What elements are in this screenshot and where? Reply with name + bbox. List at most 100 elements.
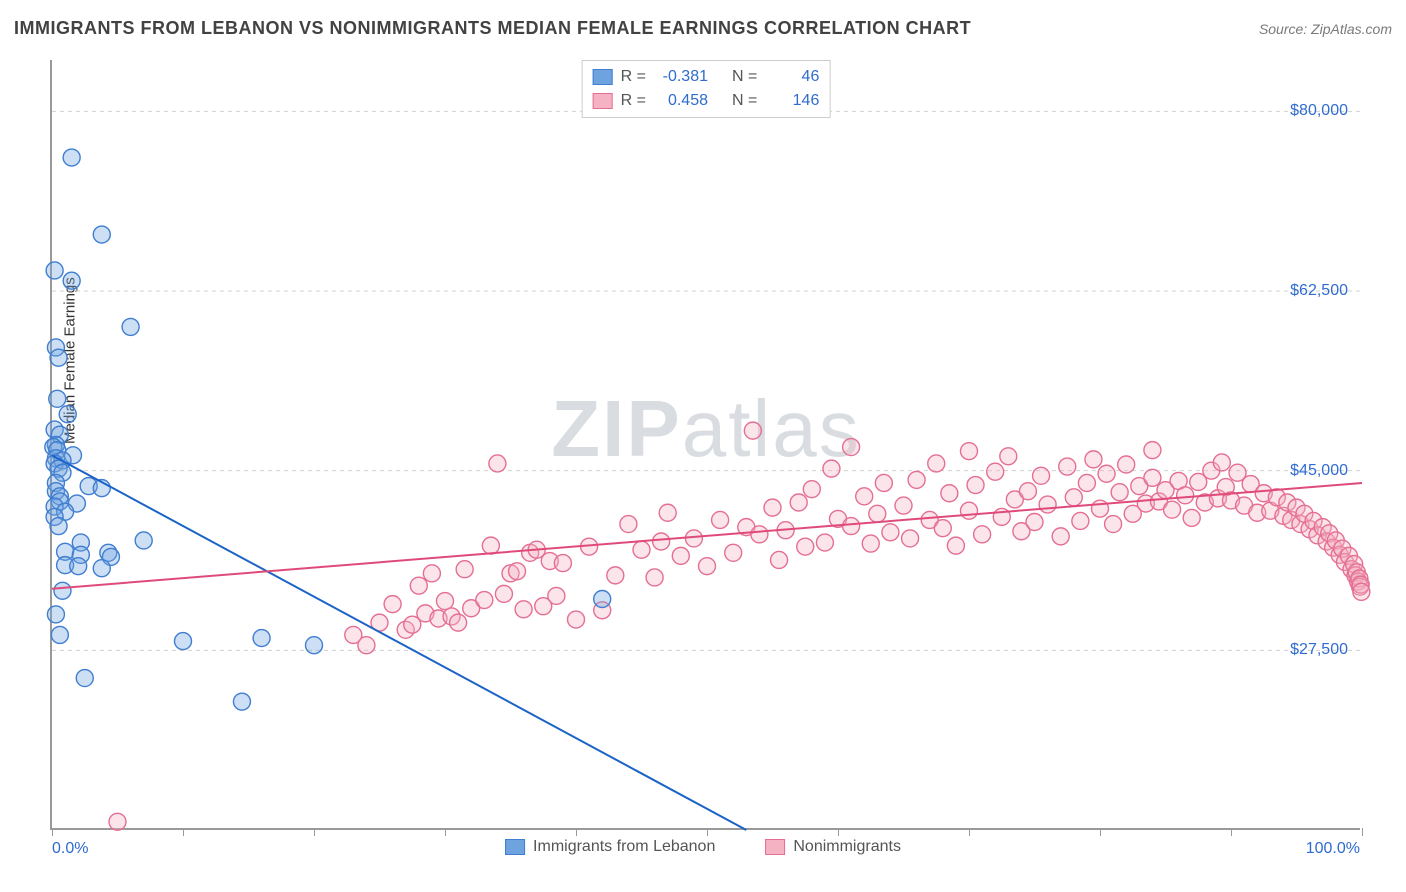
data-point: [93, 226, 110, 243]
data-point: [456, 561, 473, 578]
data-point: [941, 485, 958, 502]
data-point: [489, 455, 506, 472]
data-point: [50, 518, 67, 535]
bottom-legend: Immigrants from Lebanon Nonimmigrants: [505, 838, 901, 856]
data-point: [1164, 501, 1181, 518]
r-label: R =: [621, 65, 646, 89]
data-point: [423, 565, 440, 582]
y-tick-label: $62,500: [1290, 282, 1348, 300]
data-point: [1059, 458, 1076, 475]
data-point: [51, 626, 68, 643]
data-point: [495, 585, 512, 602]
r-label: R =: [621, 89, 646, 113]
data-point: [699, 558, 716, 575]
y-tick-label: $27,500: [1290, 641, 1348, 659]
data-point: [63, 149, 80, 166]
data-point: [967, 477, 984, 494]
data-point: [797, 538, 814, 555]
data-point: [1078, 474, 1095, 491]
data-point: [568, 611, 585, 628]
data-point: [1072, 512, 1089, 529]
data-point: [1085, 451, 1102, 468]
data-point: [1000, 448, 1017, 465]
data-point: [175, 633, 192, 650]
data-point: [594, 591, 611, 608]
data-point: [1177, 487, 1194, 504]
swatch-series-1: [593, 93, 613, 109]
data-point: [764, 499, 781, 516]
data-point: [862, 535, 879, 552]
data-point: [253, 630, 270, 647]
data-point: [607, 567, 624, 584]
x-tick-label: 0.0%: [52, 840, 88, 858]
data-point: [816, 534, 833, 551]
data-point: [1033, 467, 1050, 484]
data-point: [947, 537, 964, 554]
n-label: N =: [732, 65, 757, 89]
data-point: [1118, 456, 1135, 473]
data-point: [771, 551, 788, 568]
data-point: [482, 537, 499, 554]
data-point: [358, 637, 375, 654]
plot-area: Median Female Earnings ZIPatlas $27,500$…: [50, 60, 1360, 830]
data-point: [54, 582, 71, 599]
data-point: [46, 262, 63, 279]
data-point: [856, 488, 873, 505]
data-point: [1052, 528, 1069, 545]
data-point: [1144, 469, 1161, 486]
data-point: [1026, 514, 1043, 531]
data-point: [384, 596, 401, 613]
data-point: [410, 577, 427, 594]
data-point: [902, 530, 919, 547]
data-point: [659, 504, 676, 521]
data-point: [633, 541, 650, 558]
stats-row-series-0: R = -0.381 N = 46: [593, 65, 820, 89]
data-point: [515, 601, 532, 618]
x-tick-label: 100.0%: [1306, 840, 1360, 858]
data-point: [1111, 484, 1128, 501]
data-point: [961, 502, 978, 519]
data-point: [47, 606, 64, 623]
data-point: [1098, 465, 1115, 482]
data-point: [843, 518, 860, 535]
regression-line: [52, 455, 746, 830]
data-point: [672, 547, 689, 564]
n-value-0: 46: [765, 65, 819, 89]
data-point: [882, 524, 899, 541]
data-point: [233, 693, 250, 710]
data-point: [620, 516, 637, 533]
data-point: [76, 670, 93, 687]
r-value-1: 0.458: [654, 89, 708, 113]
y-tick-label: $80,000: [1290, 102, 1348, 120]
legend-item-1: Nonimmigrants: [765, 838, 901, 856]
data-point: [1183, 509, 1200, 526]
swatch-series-0: [593, 69, 613, 85]
source-label: Source: ZipAtlas.com: [1259, 21, 1392, 37]
data-point: [49, 390, 66, 407]
data-point: [744, 422, 761, 439]
data-point: [50, 349, 67, 366]
data-point: [961, 443, 978, 460]
chart-title: IMMIGRANTS FROM LEBANON VS NONIMMIGRANTS…: [14, 18, 971, 39]
n-value-1: 146: [765, 89, 819, 113]
legend-label-0: Immigrants from Lebanon: [533, 838, 715, 856]
data-point: [1105, 516, 1122, 533]
data-point: [646, 569, 663, 586]
data-point: [437, 593, 454, 610]
data-point: [548, 587, 565, 604]
data-point: [895, 497, 912, 514]
data-point: [790, 494, 807, 511]
y-tick-label: $45,000: [1290, 462, 1348, 480]
data-point: [875, 474, 892, 491]
data-point: [1353, 583, 1370, 600]
data-point: [1065, 489, 1082, 506]
r-value-0: -0.381: [654, 65, 708, 89]
n-label: N =: [732, 89, 757, 113]
data-point: [987, 463, 1004, 480]
data-point: [803, 481, 820, 498]
data-point: [70, 558, 87, 575]
chart-svg: [52, 60, 1360, 828]
stats-row-series-1: R = 0.458 N = 146: [593, 89, 820, 113]
data-point: [685, 530, 702, 547]
data-point: [725, 544, 742, 561]
